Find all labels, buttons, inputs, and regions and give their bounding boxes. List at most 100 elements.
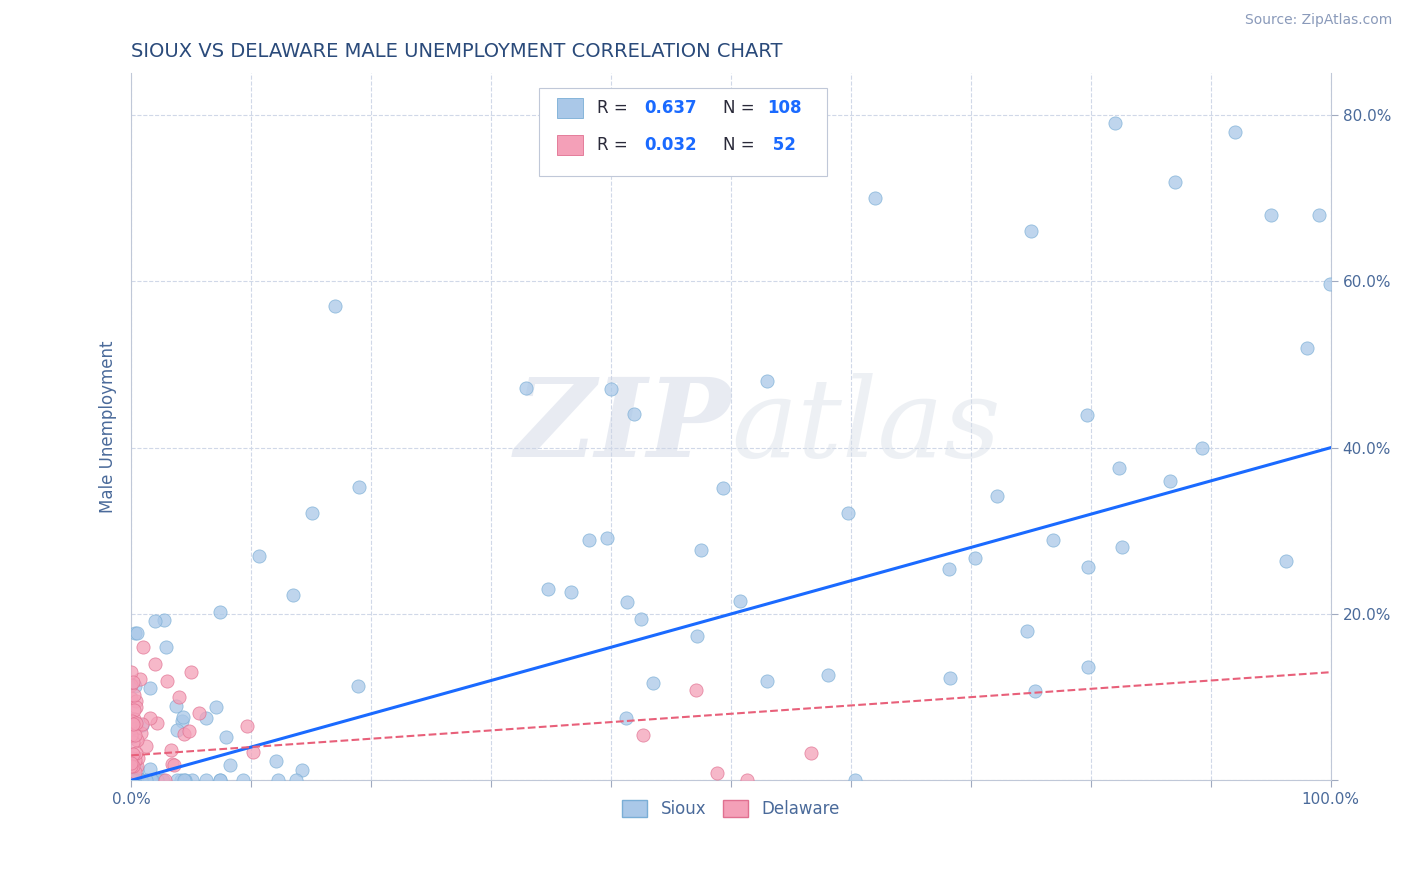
Point [124,746,146,760]
Point [264,754,287,768]
Point [1164,175,1187,189]
Point [132,640,155,655]
Point [232,773,254,788]
Point [800,747,823,761]
Point [122,773,145,788]
Point [173,773,195,788]
Point [146,716,169,731]
Point [194,711,217,725]
Point [125,759,148,773]
Point [218,758,240,772]
Point [578,533,600,548]
Point [1077,660,1099,674]
Point [204,699,226,714]
Point [139,773,162,788]
Point [631,728,654,742]
Point [735,772,758,787]
Text: N =: N = [723,99,754,117]
Point [120,773,142,788]
Point [711,481,734,495]
Point [235,718,257,732]
Point [131,773,153,788]
Point [214,730,236,744]
Point [124,679,146,693]
Point [560,585,582,599]
Text: Source: ZipAtlas.com: Source: ZipAtlas.com [1244,13,1392,28]
Point [641,675,664,690]
Point [1111,541,1133,555]
Point [122,773,145,788]
Point [120,690,142,705]
Point [127,773,149,788]
Text: N =: N = [723,136,754,153]
Point [173,727,195,741]
Point [138,681,160,696]
Point [181,773,204,788]
Point [837,506,859,520]
Text: 108: 108 [766,99,801,117]
Point [120,728,142,742]
Point [1308,208,1330,222]
Point [139,711,162,725]
Point [124,753,146,767]
Point [122,717,145,731]
Point [121,773,143,788]
Point [124,702,146,716]
Y-axis label: Male Unemployment: Male Unemployment [100,341,117,513]
Point [127,764,149,778]
Point [135,739,157,753]
Point [131,716,153,731]
Point [124,700,146,714]
Point [728,594,751,608]
Point [537,582,560,596]
Point [143,657,166,671]
FancyBboxPatch shape [557,98,583,118]
Point [347,480,370,494]
Point [141,773,163,788]
Point [863,191,886,205]
Point [120,773,142,788]
Point [755,374,778,388]
Point [135,773,157,788]
Point [146,773,169,788]
Point [1042,533,1064,547]
Point [121,759,143,773]
Point [122,689,145,703]
Point [129,773,152,788]
Point [685,682,707,697]
Point [136,773,159,788]
Point [194,773,217,788]
Text: 0.637: 0.637 [644,99,697,117]
Point [1019,224,1042,238]
Point [122,747,145,761]
Point [153,614,176,628]
Point [939,672,962,686]
Point [121,750,143,764]
Point [121,714,143,728]
Point [208,773,231,788]
Point [156,673,179,688]
Point [706,765,728,780]
Point [963,550,986,565]
Point [1017,624,1039,638]
Point [614,711,637,725]
Point [187,706,209,721]
Point [938,562,960,576]
Point [120,678,142,692]
Point [124,728,146,742]
Text: 52: 52 [766,136,796,153]
Text: 0.032: 0.032 [644,136,697,153]
Point [122,675,145,690]
Point [1260,208,1282,222]
Point [160,757,183,772]
Point [172,714,194,728]
Point [139,762,162,776]
Point [165,699,187,714]
Point [1024,684,1046,698]
Point [844,773,866,788]
Point [247,549,270,563]
Point [281,588,304,602]
Point [166,723,188,737]
Point [125,773,148,788]
Point [1076,409,1098,423]
